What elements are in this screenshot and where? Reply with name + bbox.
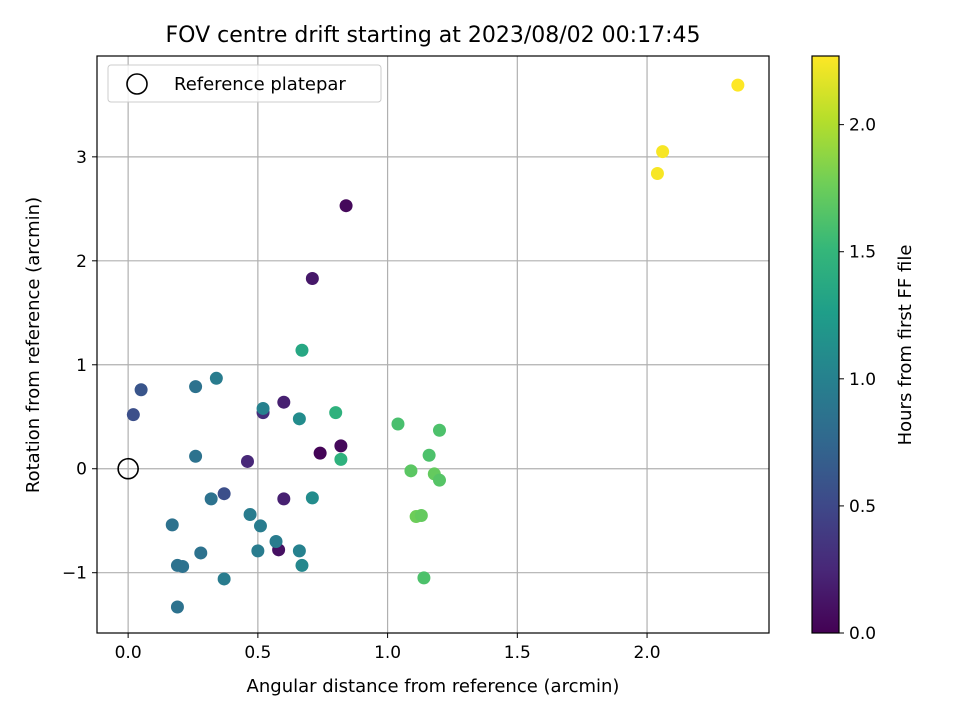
- legend-entry-reference-platepar: Reference platepar: [174, 74, 346, 95]
- x-tick-label-3: 1.5: [504, 643, 531, 663]
- data-point-33: [334, 452, 348, 466]
- data-point-28: [292, 544, 306, 558]
- colorbar-label: Hours from first FF file: [895, 245, 916, 446]
- data-point-2: [313, 446, 327, 460]
- data-point-31: [295, 343, 309, 357]
- y-tick-label-0: −1: [62, 564, 87, 584]
- x-axis-label: Angular distance from reference (arcmin): [247, 676, 620, 697]
- data-point-7: [277, 492, 291, 506]
- plot-grid: [97, 56, 769, 633]
- data-point-15: [256, 401, 270, 415]
- data-point-39: [432, 473, 446, 487]
- data-point-42: [417, 571, 431, 585]
- y-tick-label-2: 1: [76, 356, 87, 376]
- data-point-21: [170, 600, 184, 614]
- reference-platepar-marker: [117, 457, 139, 480]
- data-point-34: [391, 417, 405, 431]
- data-point-18: [165, 518, 179, 532]
- x-tick-label-1: 0.5: [244, 643, 271, 663]
- data-point-1: [305, 271, 319, 285]
- data-points: [117, 78, 745, 614]
- data-point-29: [295, 558, 309, 572]
- colorbar-tick-label-2: 1.0: [849, 370, 876, 390]
- data-point-45: [731, 78, 745, 92]
- plot-frame: [96, 55, 770, 634]
- data-point-20: [176, 559, 190, 573]
- data-point-26: [253, 519, 267, 533]
- data-point-41: [414, 509, 428, 523]
- data-point-44: [656, 145, 670, 159]
- data-point-13: [189, 449, 203, 463]
- data-point-36: [404, 464, 418, 478]
- data-point-10: [126, 408, 140, 422]
- colorbar-tick-label-4: 2.0: [849, 116, 876, 136]
- colorbar-gradient: [811, 55, 840, 634]
- data-point-35: [432, 423, 446, 437]
- data-point-24: [243, 507, 257, 521]
- data-point-11: [134, 383, 148, 397]
- data-point-9: [217, 487, 231, 501]
- data-point-43: [650, 166, 664, 180]
- y-tick-label-4: 3: [76, 148, 87, 168]
- y-tick-label-3: 2: [76, 252, 87, 272]
- legend-reference-marker: [126, 73, 148, 95]
- x-tick-label-0: 0.0: [115, 643, 142, 663]
- plot-axes: 0.0 0.5 1.0 1.5 2.0 −1 0 1 2 3: [62, 55, 770, 663]
- data-point-23: [217, 572, 231, 586]
- data-point-37: [422, 448, 436, 462]
- data-point-17: [204, 492, 218, 506]
- data-point-30: [305, 491, 319, 505]
- colorbar-tick-label-0: 0.0: [849, 624, 876, 644]
- data-point-32: [329, 406, 343, 420]
- legend: Reference platepar: [107, 64, 382, 103]
- data-point-4: [277, 395, 291, 409]
- data-point-16: [292, 412, 306, 426]
- data-point-3: [334, 439, 348, 453]
- colorbar-tick-label-1: 0.5: [849, 497, 876, 517]
- colorbar-tick-label-3: 1.5: [849, 243, 876, 263]
- data-point-12: [189, 380, 203, 394]
- colorbar: 0.0 0.5 1.0 1.5 2.0: [811, 55, 876, 644]
- legend-frame: [107, 64, 382, 103]
- y-axis-label: Rotation from reference (arcmin): [23, 197, 44, 493]
- data-point-6: [240, 454, 254, 468]
- x-tick-label-4: 2.0: [634, 643, 661, 663]
- data-point-27: [269, 535, 283, 549]
- y-tick-label-1: 0: [76, 460, 87, 480]
- data-point-22: [194, 546, 208, 560]
- x-tick-label-2: 1.0: [374, 643, 401, 663]
- data-point-25: [251, 544, 265, 558]
- data-point-0: [339, 199, 353, 213]
- chart-title: FOV centre drift starting at 2023/08/02 …: [166, 23, 701, 48]
- data-point-14: [209, 371, 223, 385]
